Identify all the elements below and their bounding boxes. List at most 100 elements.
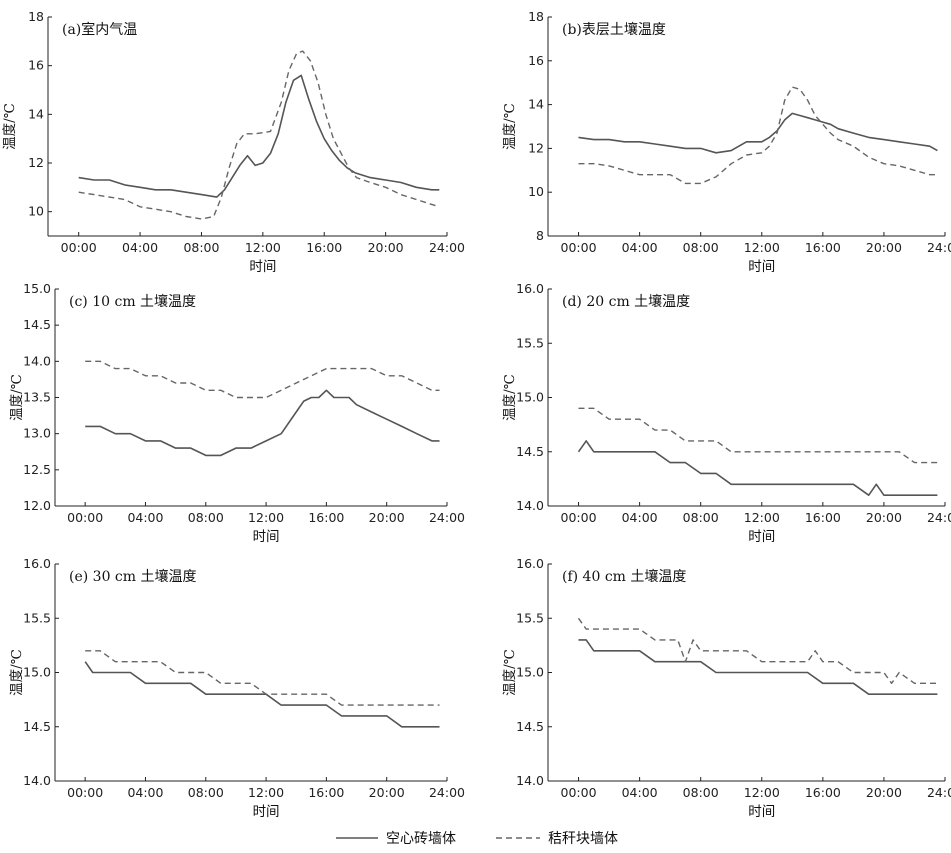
panel-b-y-axis-label: 温度/℃ (502, 103, 518, 150)
panel-d: 14.0 14.5 15.0 15.5 16.0 00:00 04:00 08:00 12:00… (502, 281, 951, 545)
panel-b-y-tick-label: 10 (528, 184, 544, 199)
legend: 空心砖墙体 秸秆块墙体 (336, 831, 618, 847)
panel-b-x-tick-label: 16:00 (805, 240, 841, 255)
panel-b-x-axis-label: 时间 (748, 259, 775, 275)
panel-a-y-tick-label: 14 (28, 106, 44, 121)
panel-f-y-tick-label: 14.0 (516, 773, 544, 788)
panel-d-y-tick-label: 15.0 (516, 390, 544, 405)
panel-d-x-tick-label: 24:00 (927, 510, 951, 525)
panel-d-x-tick-label: 04:00 (622, 510, 658, 525)
panel-d-y-tick-label: 14.0 (516, 498, 544, 513)
panel-e-y-tick-label: 15.5 (23, 610, 51, 625)
panel-d-y-tick-label: 14.5 (516, 444, 544, 459)
panel-b-x-tick-label: 08:00 (683, 240, 719, 255)
panel-a: 10 12 14 16 18 00:00 04:00 08:00 12:00 16:00 20:00… (2, 9, 465, 275)
panel-f-y-axis-label: 温度/℃ (502, 649, 518, 696)
panel-a-title: (a)室内气温 (62, 21, 137, 38)
panel-d-x-axis-label: 时间 (748, 529, 775, 545)
panel-f-x-tick-label: 16:00 (805, 785, 841, 800)
panel-d-x-tick-label: 00:00 (561, 510, 597, 525)
panel-a-x-tick-label: 12:00 (245, 240, 281, 255)
panel-f-x-axis-label: 时间 (748, 804, 775, 820)
panel-a-y-tick-label: 16 (28, 58, 44, 73)
panel-e-y-tick-label: 15.0 (23, 665, 51, 680)
panel-f-x-tick-label: 04:00 (622, 785, 658, 800)
panel-f-x-tick-label: 00:00 (561, 785, 597, 800)
panel-f-y-tick-label: 15.0 (516, 665, 544, 680)
panel-e-series-straw-block (85, 650, 440, 706)
panel-a-x-tick-label: 00:00 (61, 240, 97, 255)
panel-d-y-tick-label: 15.5 (516, 335, 544, 350)
panel-f-y-tick-label: 16.0 (516, 556, 544, 571)
panel-c-y-tick-label: 15.0 (23, 281, 51, 296)
panel-c-y-tick-label: 14.0 (23, 353, 51, 368)
panel-e: 14.0 14.5 15.0 15.5 16.0 00:00 04:00 08:00 12:00… (9, 556, 465, 820)
panel-a-x-tick-label: 16:00 (306, 240, 342, 255)
panel-e-y-axis-label: 温度/℃ (9, 649, 25, 696)
panel-b-y-tick-label: 16 (528, 53, 544, 68)
panel-b-title: (b)表层土壤温度 (562, 21, 666, 38)
panel-d-series-straw-block (578, 407, 938, 464)
panel-a-series-straw-block (78, 50, 440, 220)
chart-panels: 10 12 14 16 18 00:00 04:00 08:00 12:00 16:00 20:00… (2, 9, 951, 820)
panel-d-series-hollow-brick (577, 440, 938, 497)
panel-e-series-hollow-brick (84, 661, 440, 728)
panel-a-y-axis-label: 温度/℃ (2, 103, 18, 150)
panel-d-x-tick-label: 20:00 (866, 510, 902, 525)
panel-c-title: (c) 10 cm 土壤温度 (69, 293, 196, 310)
panel-e-title: (e) 30 cm 土壤温度 (69, 568, 197, 585)
panel-c-x-tick-label: 16:00 (308, 510, 344, 525)
panel-f-series-straw-block (577, 617, 938, 684)
panel-a-series-hollow-brick (78, 74, 440, 198)
panel-e-x-tick-label: 08:00 (188, 785, 224, 800)
panel-b-x-tick-label: 04:00 (622, 240, 658, 255)
panel-c-x-tick-label: 20:00 (369, 510, 405, 525)
legend-straw-block-label: 秸秆块墙体 (548, 831, 618, 847)
panel-b-y-tick-label: 8 (536, 228, 544, 243)
panel-e-y-tick-label: 16.0 (23, 556, 51, 571)
panel-c-x-tick-label: 00:00 (67, 510, 103, 525)
panel-c: 12.0 12.5 13.0 13.5 14.0 14.5 15.0 00:00 04:00 08… (9, 281, 465, 545)
panel-d-x-tick-label: 16:00 (805, 510, 841, 525)
panel-c-series-hollow-brick (85, 389, 440, 457)
panel-a-x-tick-label: 04:00 (122, 240, 158, 255)
panel-c-x-tick-label: 12:00 (248, 510, 284, 525)
panel-f-x-tick-label: 12:00 (744, 785, 780, 800)
panel-e-x-axis-label: 时间 (253, 804, 280, 820)
panel-c-x-tick-label: 08:00 (188, 510, 224, 525)
panel-a-x-tick-label: 20:00 (368, 240, 404, 255)
panel-d-y-axis-label: 温度/℃ (502, 374, 518, 421)
panel-b-x-tick-label: 00:00 (561, 240, 597, 255)
legend-hollow-brick-label: 空心砖墙体 (386, 831, 456, 847)
panel-c-y-tick-label: 13.0 (23, 426, 51, 441)
panel-c-y-tick-label: 13.5 (23, 390, 51, 405)
panel-f: 14.0 14.5 15.0 15.5 16.0 00:00 04:00 08:00 12:00… (502, 556, 951, 820)
panel-b-x-tick-label: 24:00 (927, 240, 951, 255)
panel-b-x-tick-label: 12:00 (744, 240, 780, 255)
panel-f-title: (f) 40 cm 土壤温度 (562, 568, 686, 585)
panel-f-x-tick-label: 08:00 (683, 785, 719, 800)
panel-f-x-tick-label: 20:00 (866, 785, 902, 800)
panel-f-y-tick-label: 15.5 (516, 610, 544, 625)
panel-b-series-straw-block (578, 86, 938, 185)
panel-c-y-tick-label: 14.5 (23, 317, 51, 332)
panel-d-x-tick-label: 12:00 (744, 510, 780, 525)
panel-f-y-tick-label: 14.5 (516, 719, 544, 734)
panel-b-series-hollow-brick (578, 112, 938, 154)
panel-a-y-tick-label: 10 (28, 204, 44, 219)
panel-b-y-tick-label: 14 (528, 97, 544, 112)
panel-e-y-tick-label: 14.0 (23, 773, 51, 788)
panel-c-y-axis-label: 温度/℃ (9, 374, 25, 421)
panel-f-x-tick-label: 24:00 (927, 785, 951, 800)
panel-b-y-tick-label: 12 (528, 140, 544, 155)
panel-e-x-tick-label: 20:00 (369, 785, 405, 800)
panel-d-title: (d) 20 cm 土壤温度 (562, 293, 690, 310)
panel-a-x-axis-label: 时间 (249, 259, 276, 275)
panel-c-x-axis-label: 时间 (253, 529, 280, 545)
panel-e-x-tick-label: 04:00 (127, 785, 163, 800)
panel-b-y-tick-label: 18 (528, 9, 544, 24)
panel-f-series-hollow-brick (578, 639, 938, 696)
panel-d-y-tick-label: 16.0 (516, 281, 544, 296)
panel-e-x-tick-label: 12:00 (248, 785, 284, 800)
panel-a-x-tick-label: 08:00 (183, 240, 219, 255)
